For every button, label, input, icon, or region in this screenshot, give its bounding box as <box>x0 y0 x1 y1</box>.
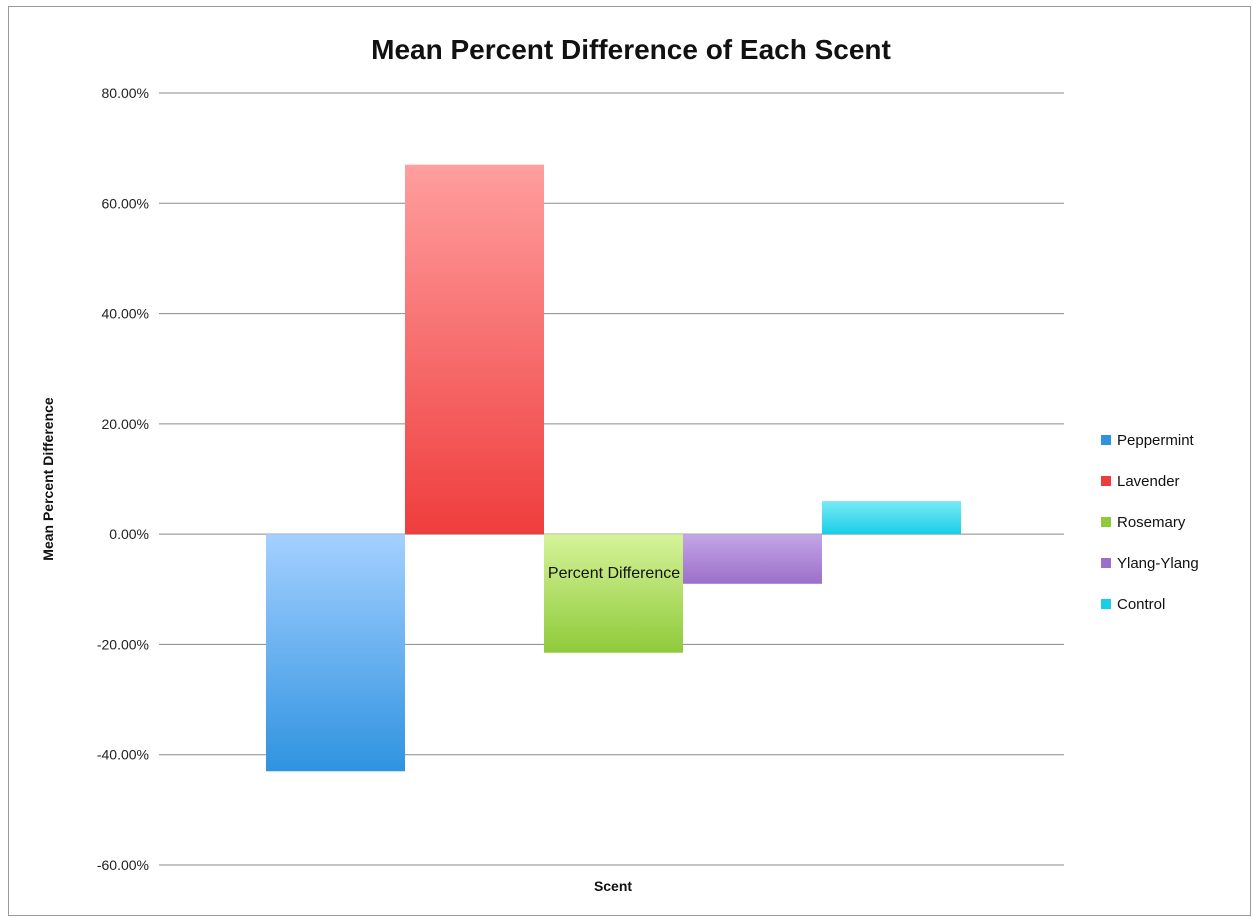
legend-label-peppermint: Peppermint <box>1117 432 1195 449</box>
legend: Peppermint Lavender Rosemary Ylang-Ylang Con… <box>1101 432 1199 613</box>
y-tick-label: 0.00% <box>109 526 149 542</box>
y-tick-label: -20.00% <box>97 636 149 652</box>
y-tick-label: 40.00% <box>102 306 149 322</box>
chart-title: Mean Percent Difference of Each Scent <box>371 34 891 65</box>
legend-label-ylang-ylang: Ylang-Ylang <box>1117 555 1199 572</box>
legend-label-control: Control <box>1117 596 1165 613</box>
y-axis-title: Mean Percent Difference <box>40 397 56 561</box>
y-tick-label: 20.00% <box>102 416 149 432</box>
legend-swatch-rosemary <box>1101 517 1111 527</box>
legend-swatch-ylang-ylang <box>1101 558 1111 568</box>
bar-annotation: Percent Difference <box>548 565 680 582</box>
y-tick-label: -40.00% <box>97 747 149 763</box>
legend-swatch-peppermint <box>1101 435 1111 445</box>
chart-frame: Mean Percent Difference of Each Scent 80… <box>8 6 1251 916</box>
bar-control <box>822 501 961 535</box>
legend-swatch-lavender <box>1101 476 1111 486</box>
bar-rosemary <box>544 534 683 653</box>
legend-label-lavender: Lavender <box>1117 473 1180 490</box>
y-tick-labels: 80.00% 60.00% 40.00% 20.00% 0.00% -20.00% -40.… <box>97 85 149 873</box>
bars <box>266 164 961 772</box>
bar-peppermint <box>266 534 405 772</box>
legend-label-rosemary: Rosemary <box>1117 514 1186 531</box>
x-axis-title: Scent <box>594 878 632 894</box>
y-tick-label: -60.00% <box>97 857 149 873</box>
y-tick-label: 80.00% <box>102 85 149 101</box>
bar-lavender <box>405 164 544 535</box>
bar-chart: Mean Percent Difference of Each Scent 80… <box>40 34 1199 894</box>
bar-ylang-ylang <box>683 534 822 584</box>
legend-swatch-control <box>1101 599 1111 609</box>
y-tick-label: 60.00% <box>102 195 149 211</box>
